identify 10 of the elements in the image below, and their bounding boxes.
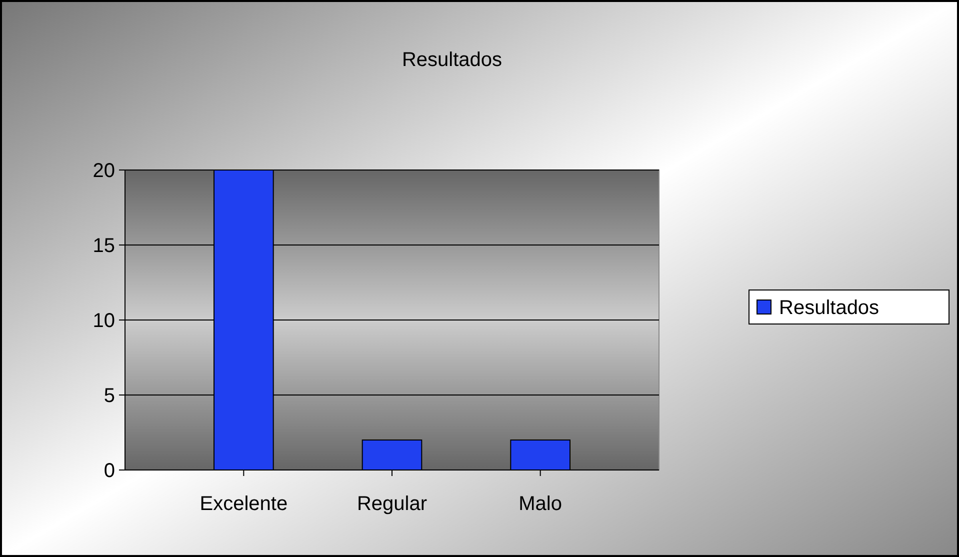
y-tick-label: 15 [92, 235, 115, 257]
x-tick-label: Malo [518, 493, 562, 515]
x-tick-label: Excelente [200, 493, 288, 515]
y-tick-label: 20 [92, 160, 115, 182]
y-tick-label: 5 [104, 385, 115, 407]
y-tick-label: 10 [92, 310, 115, 332]
x-tick-label: Regular [356, 493, 428, 515]
chart-title: Resultados [402, 49, 502, 71]
legend-label: Resultados [779, 297, 880, 319]
y-tick-label: 0 [104, 460, 115, 482]
